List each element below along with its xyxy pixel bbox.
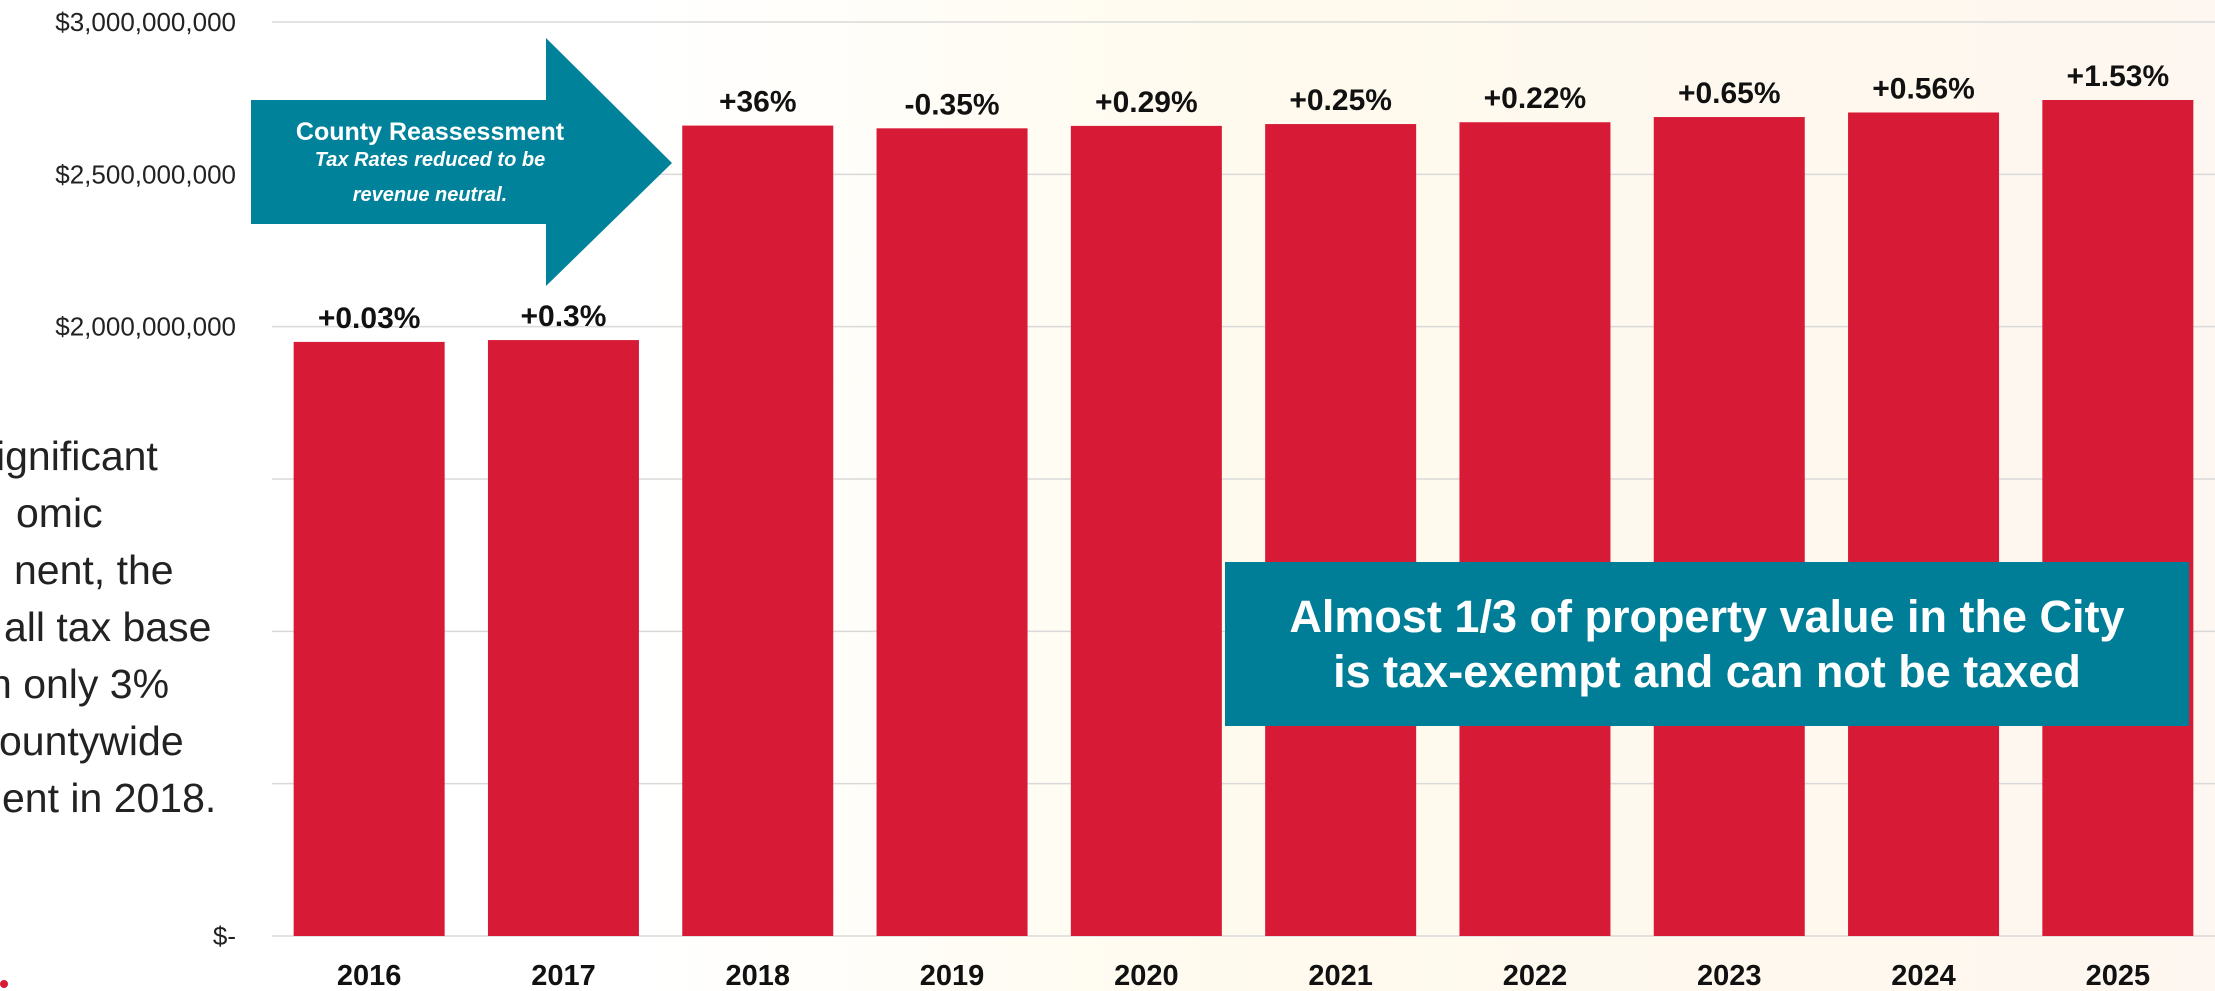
callout-line2: is tax-exempt and can not be taxed xyxy=(1333,646,2081,697)
explanatory-text-line: n only 3% xyxy=(0,661,170,707)
tax-exempt-callout: Almost 1/3 of property value in the City… xyxy=(1225,562,2189,726)
callout-line1: Almost 1/3 of property value in the City xyxy=(1289,591,2125,642)
arrow-subtitle-line1: Tax Rates reduced to be xyxy=(315,149,545,171)
x-tick-label-2021: 2021 xyxy=(1308,960,1373,991)
bar-2018 xyxy=(682,125,834,936)
explanatory-text-line: ignificant xyxy=(0,433,158,479)
data-labels: +0.03% +0.3% +36% -0.35% +0.29% +0.25% +0.22% +… xyxy=(318,60,2169,335)
y-tick-label: $3,000,000,000 xyxy=(55,7,236,37)
y-tick-label: $2,500,000,000 xyxy=(55,159,236,189)
data-label-2018: +36% xyxy=(719,86,797,119)
data-label-2022: +0.22% xyxy=(1484,82,1587,115)
arrow-shape xyxy=(251,38,672,286)
explanatory-text-line: all tax base xyxy=(4,604,212,650)
data-label-2024: +0.56% xyxy=(1872,72,1975,105)
x-tick-label-2018: 2018 xyxy=(725,960,790,991)
bar-2023 xyxy=(1653,117,1805,936)
explanatory-text: ignificant omic nent, the all tax base n… xyxy=(0,428,232,827)
bar-2021 xyxy=(1265,124,1417,936)
bar-2024 xyxy=(1848,112,2000,936)
explanatory-text-line: nent, the xyxy=(14,547,174,593)
arrow-subtitle-line2: revenue neutral. xyxy=(353,184,508,206)
y-axis-tick-labels: $- $2,000,000,000 $2,500,000,000 $3,000,000… xyxy=(55,7,236,951)
bar-2019 xyxy=(876,128,1028,936)
data-label-2019: -0.35% xyxy=(905,88,1000,121)
data-label-2021: +0.25% xyxy=(1289,84,1392,117)
bars xyxy=(293,99,2194,936)
explanatory-text-line: ountywide xyxy=(0,718,184,764)
slide-marker xyxy=(0,980,8,988)
x-tick-label-2016: 2016 xyxy=(337,960,402,991)
bar-2016 xyxy=(293,341,445,936)
x-tick-label-2023: 2023 xyxy=(1697,960,1762,991)
y-tick-label: $- xyxy=(213,921,236,951)
data-label-2017: +0.3% xyxy=(520,300,606,333)
data-label-2023: +0.65% xyxy=(1678,77,1781,110)
y-tick-label: $2,000,000,000 xyxy=(55,312,236,342)
arrow-title: County Reassessment xyxy=(296,118,565,146)
bar-2020 xyxy=(1070,125,1222,936)
bar-2022 xyxy=(1459,122,1611,936)
x-tick-label-2022: 2022 xyxy=(1503,960,1568,991)
bar-2025 xyxy=(2042,99,2194,936)
x-tick-label-2025: 2025 xyxy=(2086,960,2151,991)
data-label-2020: +0.29% xyxy=(1095,86,1198,119)
explanatory-text-line: omic xyxy=(16,490,103,536)
data-label-2025: +1.53% xyxy=(2067,60,2170,93)
x-tick-label-2024: 2024 xyxy=(1891,960,1956,991)
x-axis-tick-labels: 2016 2017 2018 2019 2020 2021 2022 2023 2024 2025 xyxy=(337,960,2150,991)
data-label-2016: +0.03% xyxy=(318,302,421,335)
x-tick-label-2017: 2017 xyxy=(531,960,596,991)
bar-2017 xyxy=(487,340,639,936)
x-tick-label-2020: 2020 xyxy=(1114,960,1179,991)
explanatory-text-line: ent in 2018. xyxy=(2,775,217,821)
x-tick-label-2019: 2019 xyxy=(920,960,985,991)
reassessment-arrow: County Reassessment Tax Rates reduced to… xyxy=(251,38,672,286)
